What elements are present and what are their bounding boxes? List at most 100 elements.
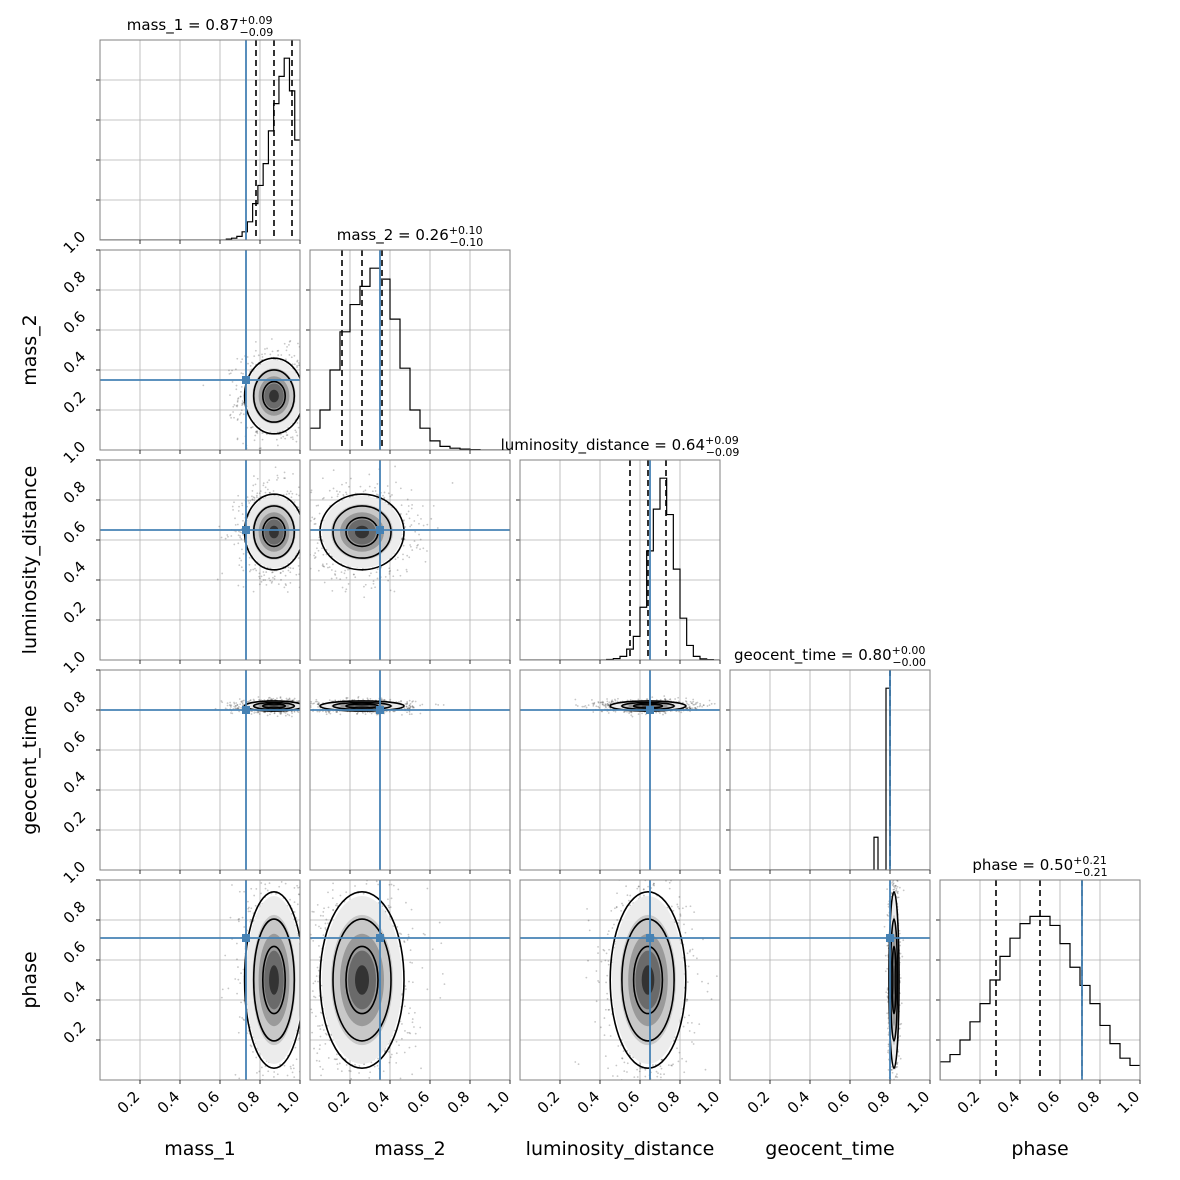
sample-point (331, 589, 334, 592)
density-mass_1-mass_2 (202, 338, 313, 459)
sample-point (252, 362, 254, 365)
sample-point (303, 707, 305, 709)
histogram-luminosity_distance (520, 477, 720, 660)
sample-point (323, 581, 326, 584)
sample-point (229, 413, 232, 416)
sample-point (385, 710, 388, 713)
sample-point (236, 707, 239, 710)
sample-point (409, 706, 412, 708)
sample-point (284, 712, 287, 714)
sample-point (347, 568, 349, 571)
sample-point (235, 707, 238, 710)
sample-point (257, 452, 259, 454)
sample-point (402, 553, 404, 556)
sample-point (263, 711, 266, 714)
sample-point (408, 556, 411, 559)
sample-point (261, 432, 264, 435)
sample-point (368, 485, 371, 488)
sample-point (239, 536, 242, 539)
sample-point (302, 367, 304, 369)
sample-point (303, 518, 305, 520)
sample-point (370, 572, 372, 575)
sample-point (230, 712, 232, 714)
sample-point (426, 550, 428, 552)
sample-point (345, 576, 348, 579)
sample-point (249, 699, 252, 701)
sample-point (306, 702, 308, 704)
sample-point (277, 349, 280, 352)
sample-point (432, 504, 435, 507)
y-tick-label: 1.0 (60, 648, 90, 678)
y-axis-label-geocent_time: geocent_time (19, 705, 41, 834)
sample-point (304, 380, 306, 382)
y-tick-label: 1.0 (60, 438, 90, 468)
sample-point (285, 570, 287, 572)
sample-point (623, 711, 625, 714)
sample-point (694, 706, 696, 709)
sample-point (317, 525, 319, 527)
sample-point (321, 563, 324, 566)
sample-point (292, 567, 295, 570)
sample-point (269, 579, 272, 582)
sample-point (301, 550, 303, 552)
contour (262, 516, 287, 548)
sample-point (251, 361, 253, 364)
sample-point (279, 571, 282, 574)
sample-point (238, 710, 241, 713)
sample-point (321, 547, 323, 550)
sample-point (303, 420, 305, 422)
sample-point (250, 713, 253, 715)
sample-point (312, 536, 314, 538)
y-tick-label: 0.2 (60, 388, 90, 418)
sample-point (233, 403, 236, 406)
sample-point (268, 696, 271, 699)
sample-point (297, 486, 300, 489)
panel-frame (99, 669, 301, 871)
sample-point (241, 701, 244, 704)
sample-point (291, 712, 294, 715)
sample-point (239, 531, 242, 534)
sample-point (291, 492, 294, 495)
sample-point (230, 704, 233, 707)
sample-point (311, 350, 313, 352)
sample-point (241, 403, 244, 405)
sample-point (334, 573, 336, 575)
sample-point (419, 704, 422, 707)
sample-point (345, 696, 348, 699)
sample-point (321, 497, 324, 500)
sample-point (405, 703, 408, 706)
panel-mass_2-vs-mass_2: mass_2 = 0.26+0.10 −0.10 (306, 224, 511, 454)
sample-point (303, 707, 305, 709)
sample-point (304, 399, 306, 401)
sample-point (287, 569, 290, 572)
y-tick-label: 0.6 (60, 728, 90, 758)
sample-point (253, 439, 256, 442)
y-axis-label-mass_2: mass_2 (19, 314, 41, 386)
sample-point (307, 698, 309, 700)
sample-point (279, 433, 282, 436)
sample-point (233, 701, 235, 704)
sample-point (291, 699, 294, 702)
sample-point (273, 457, 275, 459)
sample-point (307, 495, 309, 497)
sample-point (318, 539, 321, 541)
sample-point (434, 703, 437, 706)
sample-point (257, 711, 259, 714)
sample-point (240, 559, 243, 562)
sample-point (607, 712, 610, 714)
sample-point (303, 390, 305, 392)
contour (262, 380, 287, 412)
sample-point (374, 490, 377, 492)
y-tick-label: 0.8 (60, 688, 90, 718)
sample-point (276, 474, 279, 477)
sample-point (237, 494, 240, 497)
sample-point (228, 369, 230, 372)
y-tick-label: 0.8 (60, 478, 90, 508)
sample-point (292, 473, 294, 475)
grid (100, 40, 301, 240)
sample-point (233, 705, 236, 708)
sample-point (303, 703, 305, 705)
sample-point (366, 697, 369, 700)
sample-point (400, 699, 402, 702)
